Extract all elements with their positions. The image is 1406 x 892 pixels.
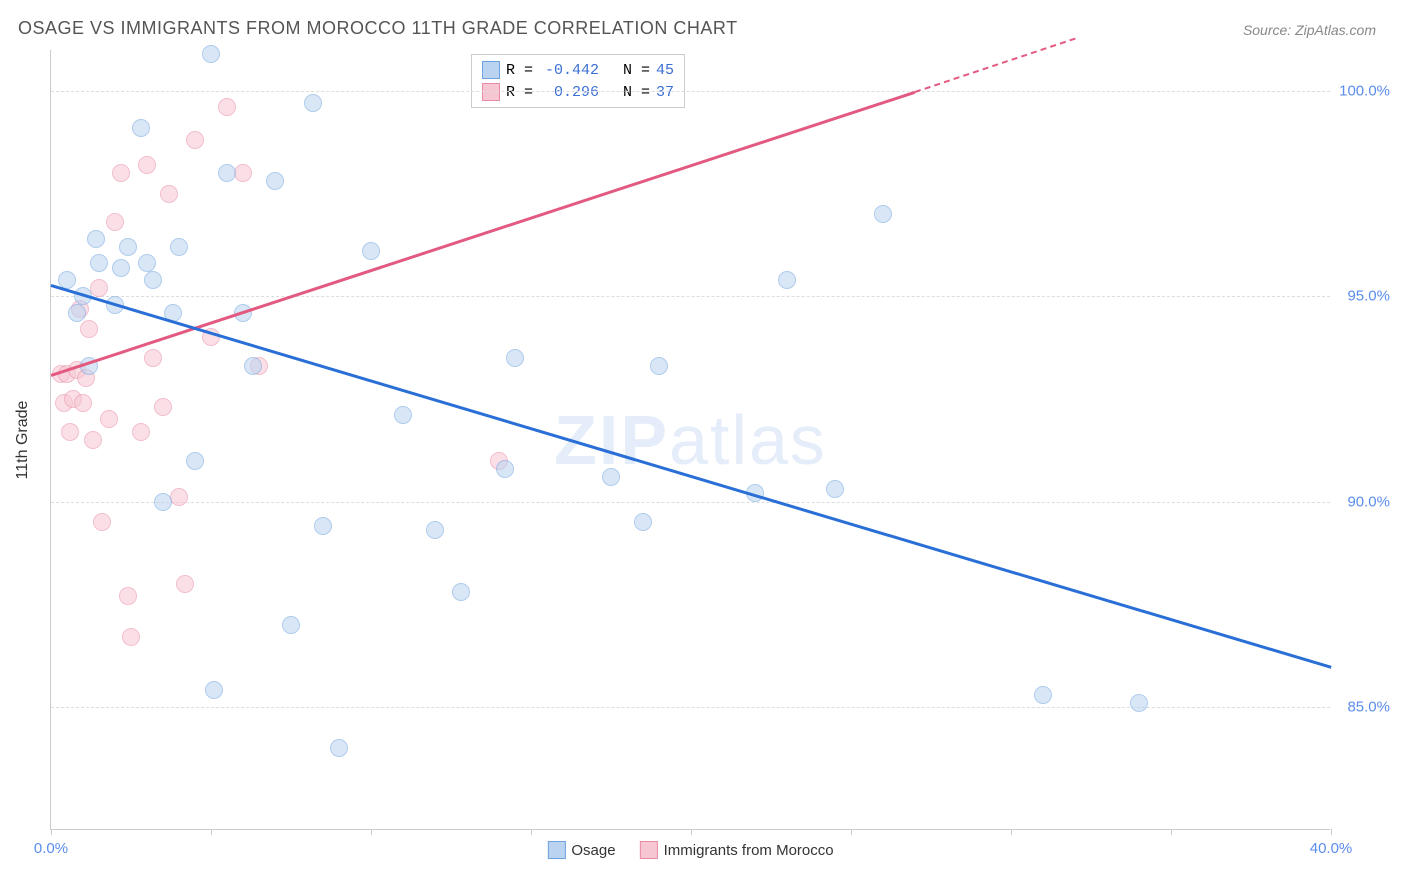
y-tick-label: 85.0%	[1347, 698, 1390, 715]
legend-n-value: 45	[656, 62, 674, 79]
data-point	[112, 259, 130, 277]
data-point	[170, 488, 188, 506]
data-point	[394, 406, 412, 424]
gridline-h	[51, 502, 1330, 503]
legend-n-label: N =	[623, 62, 650, 79]
data-point	[112, 164, 130, 182]
legend-r-value: -0.442	[539, 62, 599, 79]
data-point	[160, 185, 178, 203]
data-point	[266, 172, 284, 190]
data-point	[330, 739, 348, 757]
data-point	[874, 205, 892, 223]
data-point	[119, 587, 137, 605]
y-tick-label: 90.0%	[1347, 493, 1390, 510]
data-point	[132, 423, 150, 441]
x-tick	[371, 829, 372, 835]
data-point	[119, 238, 137, 256]
data-point	[362, 242, 380, 260]
plot-area: ZIPatlas R =-0.442N =45R =0.296N =37 Osa…	[50, 50, 1330, 830]
legend-swatch	[482, 61, 500, 79]
x-tick	[1011, 829, 1012, 835]
data-point	[602, 468, 620, 486]
data-point	[218, 164, 236, 182]
trend-line	[51, 284, 1332, 668]
data-point	[61, 423, 79, 441]
data-point	[84, 431, 102, 449]
data-point	[506, 349, 524, 367]
x-tick	[851, 829, 852, 835]
data-point	[778, 271, 796, 289]
data-point	[176, 575, 194, 593]
y-tick-label: 100.0%	[1339, 83, 1390, 100]
data-point	[1034, 686, 1052, 704]
y-tick-label: 95.0%	[1347, 288, 1390, 305]
legend-swatch	[640, 841, 658, 859]
x-tick	[531, 829, 532, 835]
data-point	[138, 254, 156, 272]
data-point	[144, 349, 162, 367]
x-tick	[1331, 829, 1332, 835]
data-point	[634, 513, 652, 531]
data-point	[304, 94, 322, 112]
data-point	[132, 119, 150, 137]
data-point	[90, 279, 108, 297]
data-point	[244, 357, 262, 375]
data-point	[154, 398, 172, 416]
trend-line	[51, 91, 916, 377]
data-point	[122, 628, 140, 646]
legend-r-label: R =	[506, 62, 533, 79]
data-point	[74, 394, 92, 412]
x-tick-label: 40.0%	[1310, 840, 1353, 857]
legend-series-label: Osage	[571, 842, 615, 859]
legend-series: Osage Immigrants from Morocco	[547, 841, 833, 859]
data-point	[68, 304, 86, 322]
x-tick	[211, 829, 212, 835]
data-point	[100, 410, 118, 428]
gridline-h	[51, 91, 1330, 92]
chart-container: OSAGE VS IMMIGRANTS FROM MOROCCO 11TH GR…	[0, 0, 1406, 892]
data-point	[205, 681, 223, 699]
legend-series-label: Immigrants from Morocco	[664, 842, 834, 859]
watermark-text: ZIPatlas	[554, 400, 827, 480]
data-point	[80, 320, 98, 338]
data-point	[186, 131, 204, 149]
data-point	[1130, 694, 1148, 712]
chart-title: OSAGE VS IMMIGRANTS FROM MOROCCO 11TH GR…	[18, 18, 738, 39]
x-tick-label: 0.0%	[34, 840, 68, 857]
x-tick	[691, 829, 692, 835]
x-tick	[1171, 829, 1172, 835]
data-point	[186, 452, 204, 470]
data-point	[106, 213, 124, 231]
legend-stats-box: R =-0.442N =45R =0.296N =37	[471, 54, 685, 108]
data-point	[87, 230, 105, 248]
data-point	[826, 480, 844, 498]
data-point	[234, 164, 252, 182]
data-point	[202, 45, 220, 63]
data-point	[314, 517, 332, 535]
data-point	[138, 156, 156, 174]
x-tick	[51, 829, 52, 835]
data-point	[650, 357, 668, 375]
source-attribution: Source: ZipAtlas.com	[1243, 22, 1376, 38]
legend-series-item: Osage	[547, 841, 615, 859]
legend-stats-row: R = -0.442 N = 45	[482, 59, 674, 81]
legend-series-item: Immigrants from Morocco	[640, 841, 834, 859]
legend-swatch	[547, 841, 565, 859]
data-point	[218, 98, 236, 116]
y-axis-label: 11th Grade	[14, 401, 32, 480]
data-point	[144, 271, 162, 289]
data-point	[90, 254, 108, 272]
gridline-h	[51, 296, 1330, 297]
trend-line	[915, 38, 1076, 93]
data-point	[170, 238, 188, 256]
data-point	[426, 521, 444, 539]
data-point	[282, 616, 300, 634]
data-point	[93, 513, 111, 531]
data-point	[452, 583, 470, 601]
data-point	[154, 493, 172, 511]
data-point	[496, 460, 514, 478]
